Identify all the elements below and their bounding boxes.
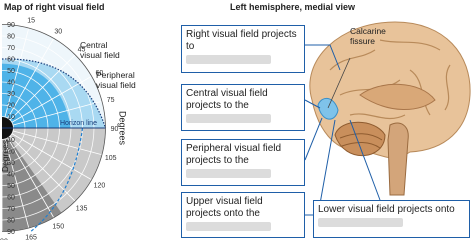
hidden-answer: [318, 218, 403, 227]
peripheral-label-line: Peripheral: [96, 70, 135, 80]
degree-label: 90: [7, 229, 15, 236]
right-title: Left hemisphere, medial view: [230, 2, 356, 12]
peripheral-label-line: visual field: [96, 80, 136, 90]
degree-label: 40: [7, 172, 15, 179]
central-field: [2, 63, 71, 128]
angle-label: 30: [54, 29, 62, 36]
angle-label: 60: [96, 70, 104, 77]
angle-label: 120: [94, 182, 106, 189]
lower-boundary: [30, 127, 84, 232]
grid-radial: [1, 54, 76, 129]
degree-label: 30: [7, 91, 15, 98]
left-title: Map of right visual field: [4, 2, 105, 12]
box-text: Peripheral visual field projects to the: [186, 143, 282, 166]
hidden-answer: [186, 55, 271, 64]
peripheral-label: Peripheral visual field: [96, 70, 136, 90]
hidden-answer: [186, 169, 271, 178]
grid-radial: [1, 127, 92, 181]
answer-box: Lower visual field projects onto: [313, 200, 470, 238]
degree-label: 50: [7, 68, 15, 75]
degree-label: 80: [7, 218, 15, 225]
horizon-label: Horizon line: [60, 120, 97, 127]
degree-label: 70: [7, 206, 15, 213]
box-text: Right visual field projects to: [186, 29, 297, 52]
degree-label: 20: [7, 103, 15, 110]
calcarine-label: Calcarine fissure: [350, 26, 386, 46]
angle-label: 90: [111, 126, 119, 133]
degree-label: 70: [7, 45, 15, 52]
angle-label: 150: [52, 223, 64, 230]
angle-label: 165: [25, 235, 37, 240]
degree-label: 10: [7, 137, 15, 144]
hidden-answer: [186, 114, 271, 123]
grid-radial: [1, 27, 30, 129]
angle-label: 180: [0, 239, 8, 240]
angle-label: 45: [78, 46, 86, 53]
grid-radial: [1, 127, 55, 218]
visual-field-map: 15 30 45 60 75 90 105 120 135 150 165 180 90 80 70 60 50…: [0, 17, 136, 240]
angle-label: 135: [76, 206, 88, 213]
degree-label: 20: [7, 149, 15, 156]
grid-radial: [1, 100, 103, 129]
grid-radial: [1, 38, 55, 129]
peripheral-boundary: [1, 58, 107, 129]
answer-box: Peripheral visual field projects to the: [181, 139, 305, 186]
angle-label: 105: [105, 155, 117, 162]
degree-label: 60: [7, 195, 15, 202]
central-label: Central visual field: [80, 40, 120, 60]
box-text: Lower visual field projects onto: [318, 204, 455, 215]
degree-label: 80: [7, 34, 15, 41]
axis-label-left: Degrees: [0, 140, 10, 172]
central-label-line: visual field: [80, 50, 120, 60]
central-label-line: Central: [80, 40, 108, 50]
brain: [309, 21, 471, 196]
box-text: Upper visual field projects onto the: [186, 196, 263, 219]
degree-label: 50: [7, 183, 15, 190]
degree-label: 40: [7, 80, 15, 87]
answer-box: Upper visual field projects onto the: [181, 192, 305, 238]
answer-box: Central visual field projects to the: [181, 84, 305, 131]
angle-label: 15: [27, 17, 35, 24]
degree-label: 90: [7, 22, 15, 29]
box-text: Central visual field projects to the: [186, 88, 268, 111]
grid-radial: [1, 75, 92, 129]
hidden-answer: [186, 222, 271, 231]
grid-radial: [1, 127, 103, 156]
grid-radial: [1, 127, 30, 229]
degree-label: 10: [7, 114, 15, 121]
grid-radial: [1, 127, 76, 202]
degree-label: 30: [7, 160, 15, 167]
angle-label: 75: [107, 97, 115, 104]
answer-box: Right visual field projects to: [181, 25, 305, 73]
axis-label-right: Degrees: [118, 111, 128, 146]
degree-label: 60: [7, 57, 15, 64]
